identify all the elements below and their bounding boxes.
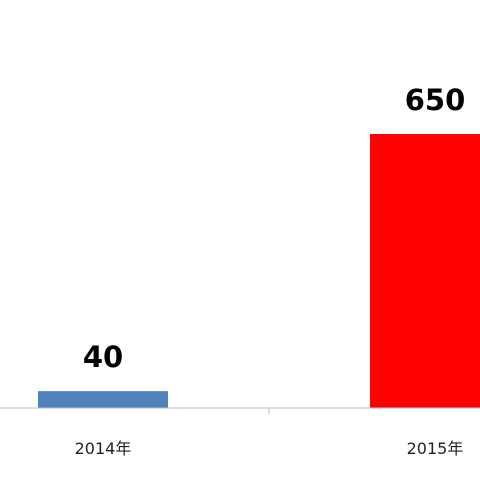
bar [38, 391, 168, 408]
x-tick-label: 2014年 [75, 439, 132, 458]
data-label: 650 [405, 83, 466, 117]
bar [370, 134, 480, 408]
data-label: 40 [83, 340, 123, 374]
x-tick-label: 2015年 [407, 439, 464, 458]
